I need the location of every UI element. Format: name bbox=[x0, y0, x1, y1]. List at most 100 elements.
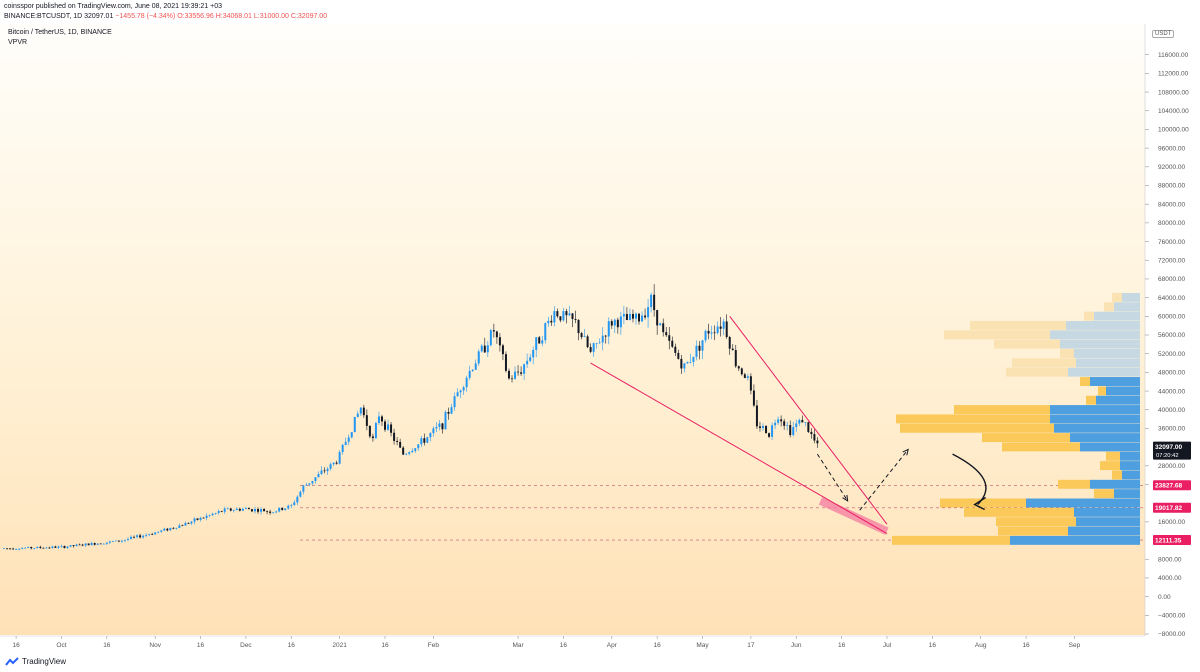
candle-body bbox=[441, 423, 444, 430]
candle-body bbox=[541, 340, 544, 344]
candle-body bbox=[380, 416, 383, 422]
y-tick-label: 60000.00 bbox=[1158, 314, 1185, 321]
vpvr-bar-down bbox=[1104, 302, 1114, 312]
trendline[interactable] bbox=[729, 316, 888, 525]
candle-body bbox=[399, 441, 402, 448]
y-tick-label: 4000.00 bbox=[1158, 575, 1182, 582]
candle-body bbox=[311, 481, 314, 484]
candle-body bbox=[99, 543, 102, 545]
candle-body bbox=[81, 544, 84, 546]
candle-body bbox=[145, 534, 148, 536]
x-tick-label: 17 bbox=[747, 642, 755, 649]
candle-body bbox=[471, 369, 474, 371]
candle-body bbox=[734, 350, 737, 367]
candle-body bbox=[281, 507, 284, 510]
candle-body bbox=[356, 413, 359, 418]
y-tick-label: 72000.00 bbox=[1158, 257, 1185, 264]
x-tick-label: Sep bbox=[1069, 642, 1081, 649]
candle-body bbox=[671, 340, 674, 347]
price-axis[interactable] bbox=[1145, 24, 1200, 654]
vpvr-bar-down bbox=[1084, 311, 1094, 321]
candle-body bbox=[710, 332, 713, 334]
y-tick-label: 8000.00 bbox=[1158, 556, 1182, 563]
candle-body bbox=[84, 543, 87, 546]
projection-arrow[interactable] bbox=[859, 449, 909, 511]
y-tick-label: −8000.00 bbox=[1158, 631, 1186, 638]
chart-svg[interactable]: 116000.00 112000.00 108000.00 104000.00 1000… bbox=[0, 24, 1200, 654]
candle-body bbox=[728, 337, 731, 349]
candle-body bbox=[477, 351, 480, 364]
candle-body bbox=[359, 407, 362, 414]
chart-plot-area[interactable]: Bitcoin / TetherUS, 1D, BINANCE VPVR bbox=[0, 24, 1145, 635]
candle-body bbox=[114, 540, 117, 542]
candle-body bbox=[511, 378, 514, 380]
vpvr-bar-up bbox=[1076, 517, 1140, 527]
candle-body bbox=[489, 330, 492, 346]
candle-body bbox=[184, 522, 187, 526]
footer: TradingView bbox=[0, 654, 1200, 672]
candle-body bbox=[54, 546, 57, 548]
candle-body bbox=[758, 426, 761, 428]
vpvr-bar-down bbox=[954, 405, 1050, 415]
vpvr-bar-down bbox=[996, 517, 1076, 527]
y-tick-label: 16000.00 bbox=[1158, 519, 1185, 526]
candle-body bbox=[804, 422, 807, 423]
curved-arrow[interactable] bbox=[952, 453, 987, 506]
candle-body bbox=[740, 368, 743, 375]
candle-body bbox=[565, 311, 568, 316]
highlight-zone[interactable] bbox=[818, 497, 889, 535]
candle-body bbox=[731, 348, 734, 351]
candle-body bbox=[214, 513, 217, 514]
vpvr-bar-down bbox=[896, 414, 1050, 424]
vpvr-bar-down bbox=[1006, 367, 1068, 377]
candle-body bbox=[362, 407, 365, 416]
candle-body bbox=[15, 549, 18, 550]
candle-body bbox=[547, 320, 550, 324]
candle-body bbox=[526, 360, 529, 365]
candle-body bbox=[217, 511, 220, 514]
candle-body bbox=[774, 422, 777, 426]
candle-body bbox=[574, 318, 577, 320]
candle-body bbox=[583, 336, 586, 338]
vpvr-bar-up bbox=[1096, 395, 1140, 405]
candle-body bbox=[653, 294, 656, 311]
time-axis[interactable] bbox=[0, 636, 1145, 654]
indicator-label-vpvr[interactable]: VPVR bbox=[8, 39, 28, 46]
candle-body bbox=[598, 342, 601, 344]
candle-body bbox=[755, 405, 758, 427]
candle-body bbox=[474, 363, 477, 370]
level-price-tag bbox=[1153, 480, 1191, 491]
tradingview-logo-icon bbox=[5, 657, 19, 666]
candle-body bbox=[665, 332, 668, 336]
candle-body bbox=[202, 517, 205, 519]
candle-body bbox=[317, 473, 320, 478]
candle-body bbox=[686, 362, 689, 364]
candle-body bbox=[45, 547, 48, 549]
candle-body bbox=[713, 332, 716, 334]
candle-body bbox=[353, 417, 356, 433]
candle-body bbox=[601, 335, 604, 343]
candle-body bbox=[725, 321, 728, 338]
x-tick-label: Oct bbox=[56, 642, 66, 649]
candle-body bbox=[816, 440, 819, 444]
y-tick-label: 44000.00 bbox=[1158, 388, 1185, 395]
vpvr-bar-down bbox=[1060, 349, 1074, 358]
trendline[interactable] bbox=[590, 362, 888, 534]
candle-body bbox=[172, 527, 175, 529]
candle-body bbox=[517, 371, 520, 373]
y-tick-label: 88000.00 bbox=[1158, 183, 1185, 190]
candle-body bbox=[284, 508, 287, 510]
change-value: −1455.78 (−4.34%) bbox=[115, 13, 176, 20]
candle-body bbox=[260, 509, 263, 512]
x-tick-label: 16 bbox=[12, 642, 20, 649]
candle-body bbox=[619, 316, 622, 328]
projection-arrow[interactable] bbox=[817, 453, 849, 502]
candle-body bbox=[18, 549, 21, 550]
candle-body bbox=[120, 540, 123, 542]
vpvr-bar-up bbox=[1080, 442, 1140, 452]
candle-body bbox=[323, 470, 326, 472]
candle-body bbox=[402, 447, 405, 455]
currency-badge[interactable]: USDT bbox=[1152, 30, 1175, 38]
candle-body bbox=[586, 336, 589, 348]
candle-body bbox=[568, 313, 571, 316]
